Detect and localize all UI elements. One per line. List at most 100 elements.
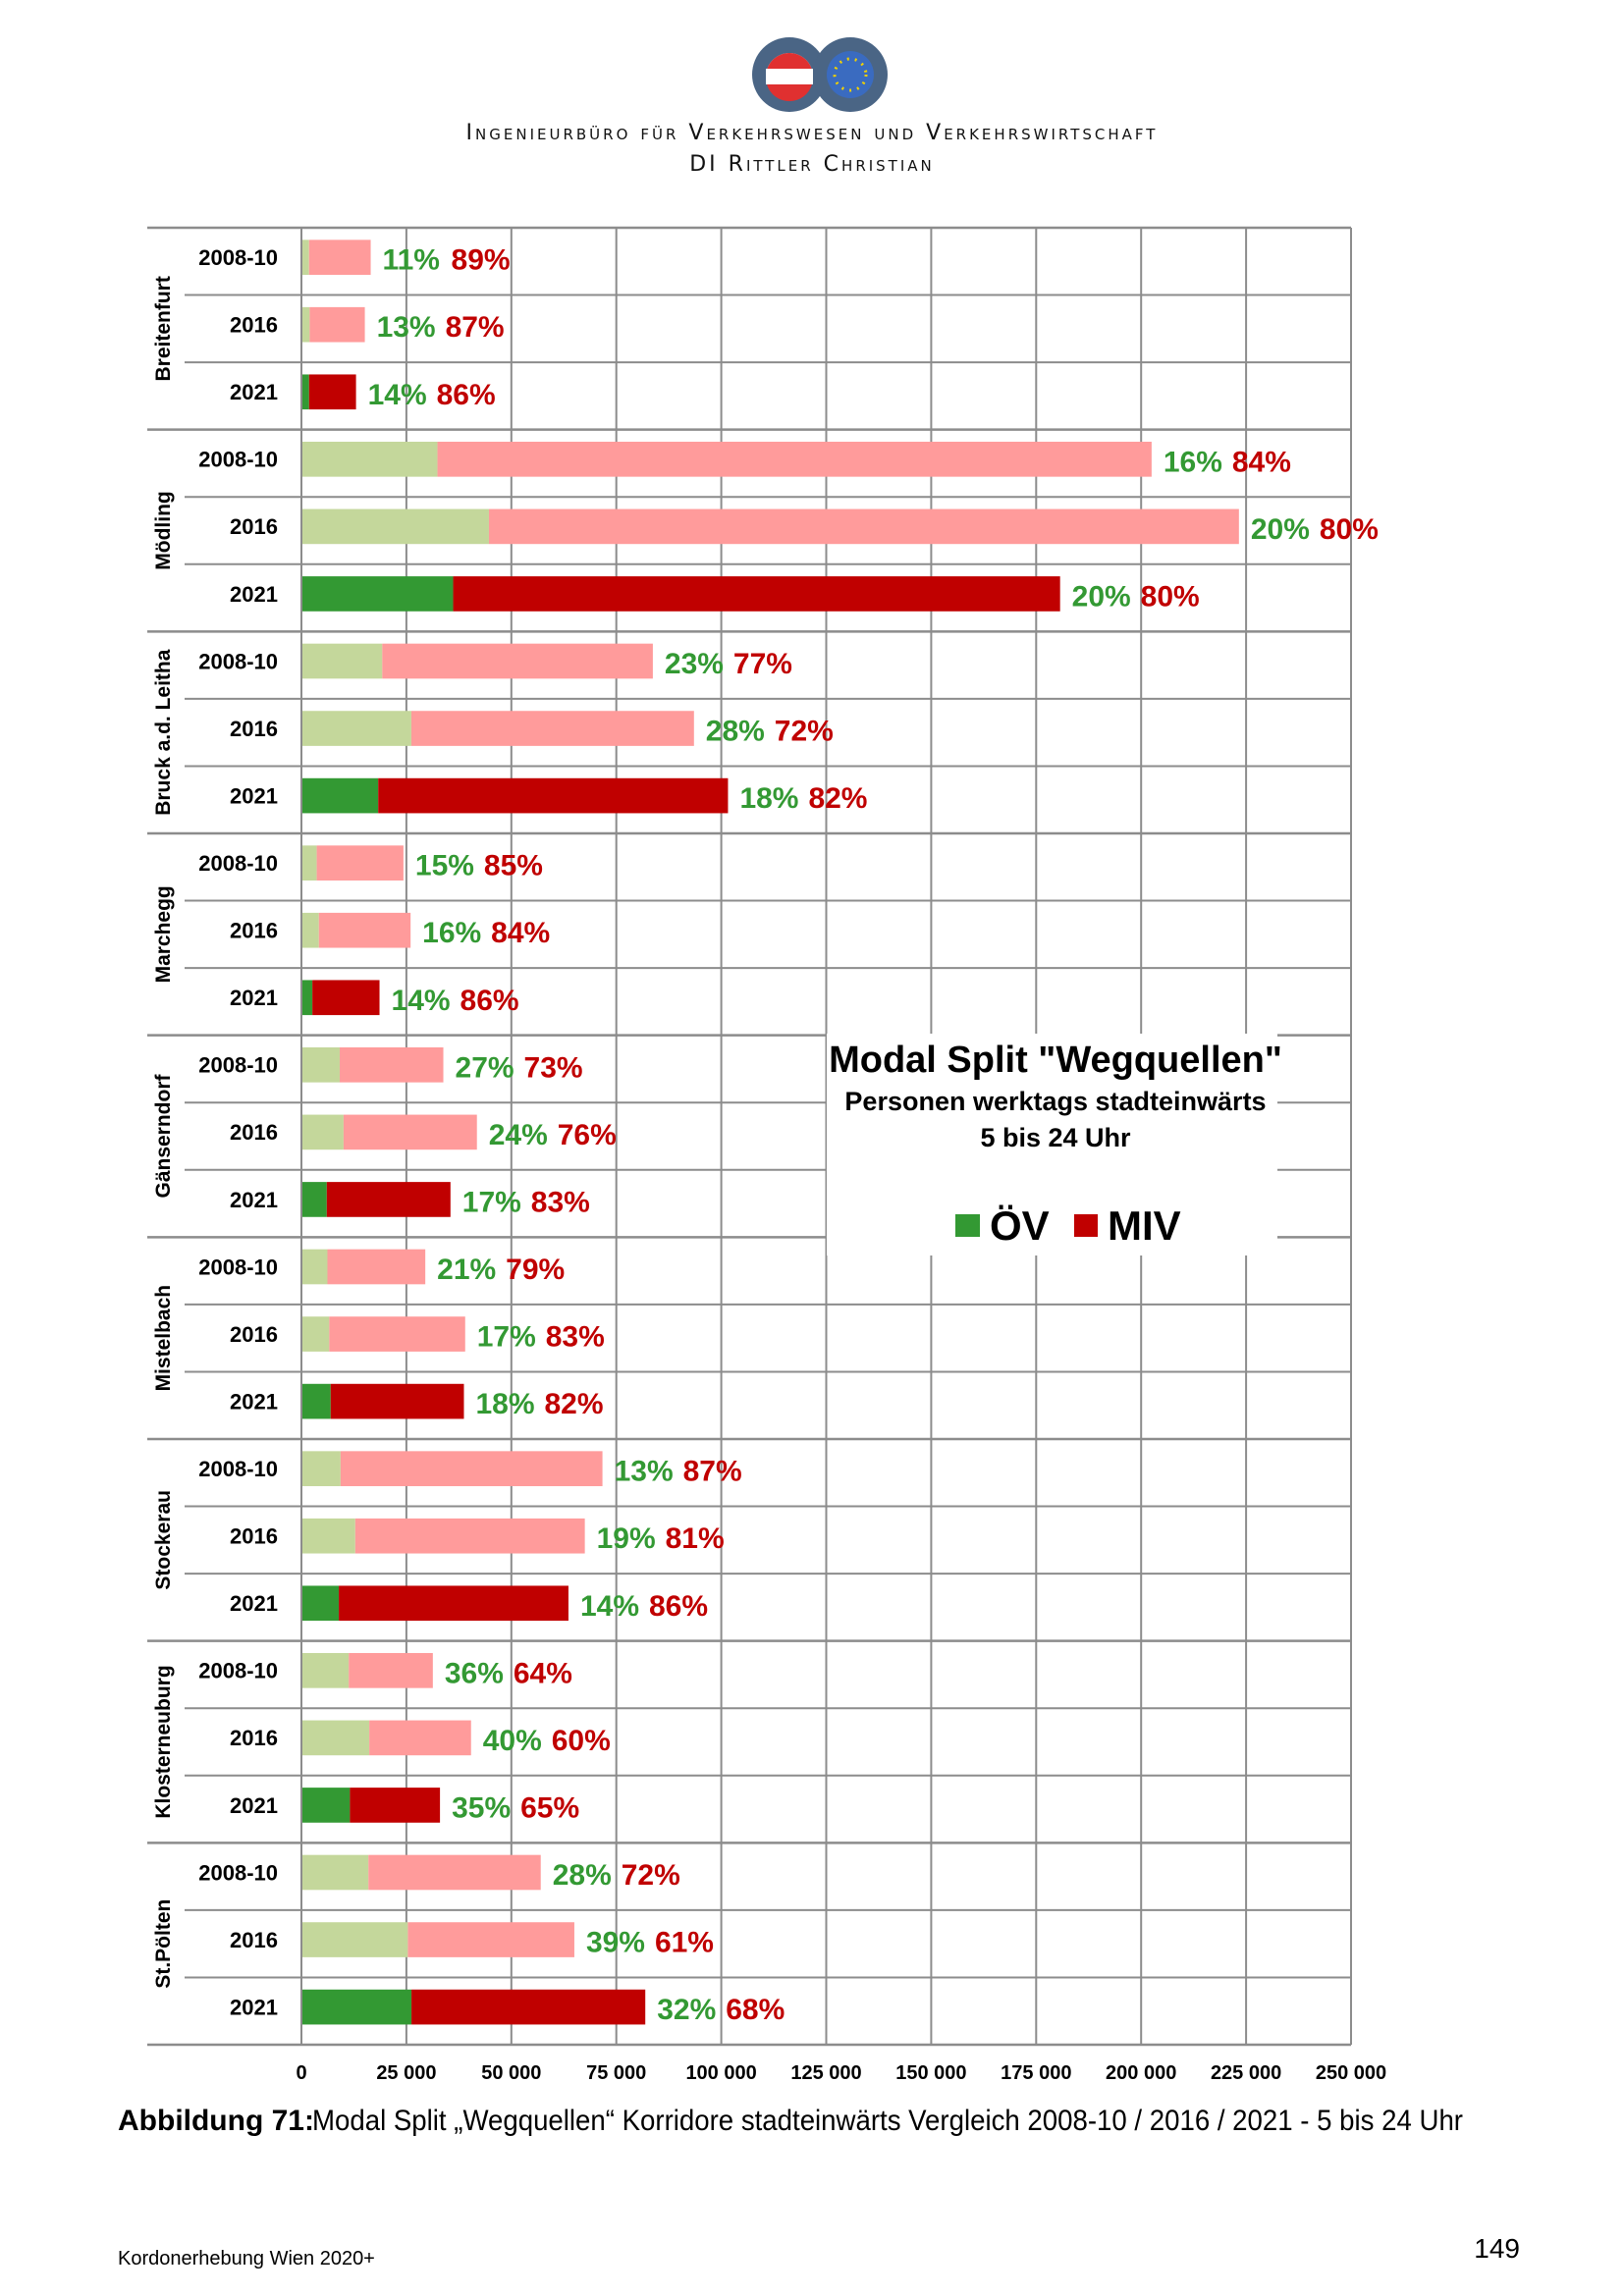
bar-miv xyxy=(437,442,1152,477)
miv-percent-label: 72% xyxy=(775,716,834,748)
miv-percent-label: 80% xyxy=(1320,513,1379,546)
miv-percent-label: 85% xyxy=(484,850,543,882)
bar-miv xyxy=(368,1854,541,1891)
chart-title: Modal Split "Wegquellen" xyxy=(829,1040,1282,1081)
ov-percent-label: 36% xyxy=(445,1657,504,1689)
ov-percent-label: 14% xyxy=(392,985,451,1017)
ov-percent-label: 39% xyxy=(586,1927,645,1959)
year-label: 2016 xyxy=(230,1120,278,1145)
page-number: 149 xyxy=(1474,2233,1520,2264)
bar-ov xyxy=(301,1922,408,1957)
x-tick-label: 150 000 xyxy=(895,2062,966,2084)
year-label: 2021 xyxy=(230,380,278,404)
ov-percent-label: 19% xyxy=(597,1522,656,1555)
x-tick-label: 175 000 xyxy=(1001,2062,1071,2084)
bar-ov xyxy=(301,508,489,545)
miv-percent-label: 72% xyxy=(622,1859,680,1892)
bar-ov xyxy=(301,1316,330,1352)
bar-miv xyxy=(340,1451,603,1486)
miv-percent-label: 80% xyxy=(1141,580,1200,613)
bar-ov xyxy=(301,845,317,881)
bar-ov xyxy=(301,1182,327,1217)
ov-percent-label: 13% xyxy=(377,311,436,344)
bar-ov xyxy=(301,1720,370,1756)
caption-label: Abbildung 71: xyxy=(118,2105,314,2137)
miv-percent-label: 87% xyxy=(683,1456,742,1488)
bar-ov xyxy=(301,1854,369,1891)
miv-percent-label: 82% xyxy=(544,1388,603,1420)
year-label: 2021 xyxy=(230,1389,278,1414)
miv-percent-label: 68% xyxy=(726,1994,785,2026)
miv-percent-label: 86% xyxy=(649,1590,708,1623)
ov-percent-label: 14% xyxy=(580,1590,639,1623)
bar-miv xyxy=(327,1249,426,1285)
x-tick-label: 200 000 xyxy=(1106,2062,1176,2084)
group-label: Klosterneuburg xyxy=(152,1665,175,1818)
chart-subtitle-1: Personen werktags stadteinwärts xyxy=(844,1087,1266,1116)
bar-miv xyxy=(488,508,1239,545)
ov-percent-label: 20% xyxy=(1072,580,1131,613)
miv-percent-label: 60% xyxy=(552,1725,611,1757)
ov-percent-label: 23% xyxy=(665,648,724,680)
group-label: Breitenfurt xyxy=(152,276,175,381)
bar-ov xyxy=(301,912,319,948)
ov-percent-label: 11% xyxy=(383,244,440,277)
miv-percent-label: 79% xyxy=(506,1254,565,1286)
ov-percent-label: 17% xyxy=(462,1186,521,1218)
year-label: 2016 xyxy=(230,717,278,741)
miv-percent-label: 84% xyxy=(1232,446,1291,478)
bar-miv xyxy=(410,711,694,746)
ov-percent-label: 24% xyxy=(489,1119,548,1151)
miv-percent-label: 64% xyxy=(514,1657,572,1689)
ov-percent-label: 14% xyxy=(368,379,427,411)
company-logo xyxy=(752,37,888,112)
year-label: 2008-10 xyxy=(198,1053,278,1078)
year-label: 2008-10 xyxy=(198,1860,278,1885)
bar-ov xyxy=(301,1989,412,2025)
x-tick-label: 225 000 xyxy=(1211,2062,1281,2084)
miv-percent-label: 73% xyxy=(524,1051,583,1084)
group-label: Mödling xyxy=(152,491,175,569)
miv-percent-label: 77% xyxy=(733,648,792,680)
bar-miv xyxy=(453,576,1060,612)
bar-miv xyxy=(329,1316,465,1352)
x-tick-label: 25 000 xyxy=(376,2062,436,2084)
bar-miv xyxy=(340,1047,444,1083)
bar-miv xyxy=(318,912,411,948)
year-label: 2021 xyxy=(230,986,278,1010)
group-label: Marchegg xyxy=(152,885,175,983)
ov-percent-label: 20% xyxy=(1251,513,1310,546)
year-label: 2016 xyxy=(230,1928,278,1952)
year-label: 2016 xyxy=(230,1322,278,1347)
chart-subtitle-2: 5 bis 24 Uhr xyxy=(980,1123,1131,1152)
ov-percent-label: 18% xyxy=(475,1388,534,1420)
x-tick-label: 100 000 xyxy=(685,2062,756,2084)
bar-ov xyxy=(301,1788,351,1823)
bar-ov xyxy=(301,306,310,343)
miv-percent-label: 89% xyxy=(452,244,511,277)
ov-percent-label: 32% xyxy=(657,1994,716,2026)
legend-swatch-miv xyxy=(1074,1214,1098,1237)
year-label: 2008-10 xyxy=(198,1457,278,1481)
bar-miv xyxy=(308,240,371,275)
chart-title-box: Modal Split "Wegquellen" Personen werkta… xyxy=(827,1034,1282,1255)
ov-percent-label: 21% xyxy=(437,1254,496,1286)
bar-miv xyxy=(411,1989,646,2025)
year-label: 2008-10 xyxy=(198,245,278,270)
ov-percent-label: 28% xyxy=(706,716,765,748)
miv-percent-label: 84% xyxy=(491,917,550,949)
year-label: 2021 xyxy=(230,1995,278,2019)
ov-percent-label: 13% xyxy=(615,1456,674,1488)
bar-miv xyxy=(308,374,356,410)
legend-swatch-ov xyxy=(955,1214,980,1237)
x-tick-label: 75 000 xyxy=(586,2062,646,2084)
bar-ov xyxy=(301,1653,350,1688)
bar-ov xyxy=(301,442,438,477)
x-tick-label: 250 000 xyxy=(1316,2062,1386,2084)
bar-ov xyxy=(301,1518,355,1554)
group-label: Stockerau xyxy=(152,1490,175,1590)
miv-percent-label: 83% xyxy=(531,1186,590,1218)
bar-miv xyxy=(382,643,653,679)
bar-miv xyxy=(326,1182,451,1217)
